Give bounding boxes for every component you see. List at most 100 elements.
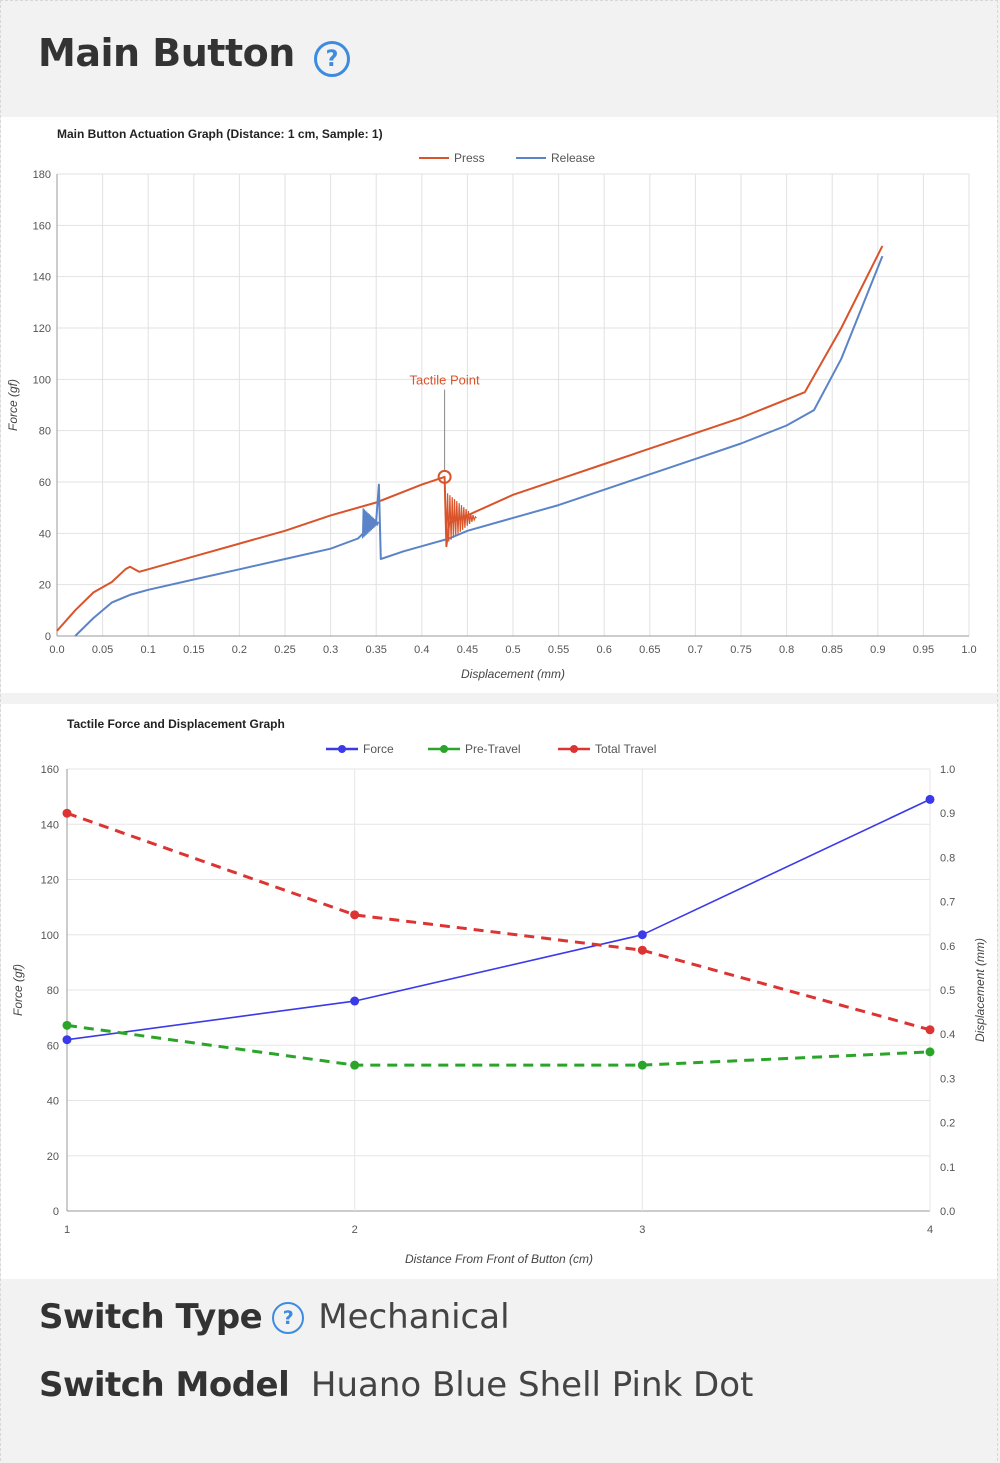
y-tick-label: 80 — [39, 426, 51, 438]
x-tick-label: 0.85 — [821, 644, 842, 656]
legend-marker-total-travel — [570, 745, 578, 753]
x-tick-label: 0.25 — [274, 644, 295, 656]
y2-tick-label: 0.9 — [940, 808, 955, 820]
y2-tick-label: 0.2 — [940, 1118, 955, 1130]
x-tick-label: 0.95 — [913, 644, 934, 656]
legend-label-force: Force — [363, 742, 394, 756]
tactile-point-marker — [437, 469, 452, 484]
switch-type-row: Switch Type? Mechanical — [39, 1297, 510, 1337]
x-tick-label: 0.6 — [597, 644, 612, 656]
x-tick-label: 0.0 — [49, 644, 64, 656]
y-tick-label: 60 — [39, 477, 51, 489]
legend-label-pre-travel: Pre-Travel — [465, 742, 521, 756]
y-tick-label: 40 — [39, 528, 51, 540]
series-line-release — [74, 255, 884, 637]
data-point-force — [637, 930, 647, 940]
y-tick-label: 0 — [45, 631, 51, 643]
x-tick-label: 0.2 — [232, 644, 247, 656]
y-tick-label: 140 — [33, 272, 51, 284]
x-tick-label: 0.55 — [548, 644, 569, 656]
x-tick-label: 0.75 — [730, 644, 751, 656]
legend-marker-pre-travel — [440, 745, 448, 753]
press-oscillation — [445, 493, 477, 544]
y-tick-label: 160 — [41, 764, 59, 776]
y2-tick-label: 0.1 — [940, 1162, 955, 1174]
data-point-total-travel — [62, 808, 72, 818]
y-tick-label: 100 — [41, 930, 59, 942]
x-tick-label: 2 — [352, 1224, 358, 1236]
y-tick-label: 20 — [39, 580, 51, 592]
actuation-chart: Main Button Actuation Graph (Distance: 1… — [6, 127, 977, 681]
x-tick-label: 0.45 — [457, 644, 478, 656]
tactile-chart: Tactile Force and Displacement Graph 0 20 4… — [11, 717, 987, 1266]
x-tick-label: 1 — [64, 1224, 70, 1236]
x-tick-label: 1.0 — [961, 644, 976, 656]
tactile-chart-panel: Tactile Force and Displacement Graph 0 20 4… — [1, 704, 997, 1279]
data-point-force — [62, 1035, 72, 1045]
x-tick-label: 0.3 — [323, 644, 338, 656]
x-tick-label: 0.5 — [505, 644, 520, 656]
data-point-total-travel — [350, 910, 360, 920]
y2-tick-label: 0.5 — [940, 985, 955, 997]
series-line-force — [66, 798, 931, 1041]
switch-model-value: Huano Blue Shell Pink Dot — [310, 1365, 754, 1405]
x-tick-label: 0.4 — [414, 644, 429, 656]
actuation-chart-panel: Main Button Actuation Graph (Distance: 1… — [1, 117, 997, 693]
switch-model-label: Switch Model — [39, 1365, 290, 1405]
x-tick-label: 0.15 — [183, 644, 204, 656]
y-tick-label: 180 — [33, 169, 51, 181]
y-tick-label: 140 — [41, 819, 59, 831]
switch-type-value: Mechanical — [318, 1297, 510, 1337]
data-point-pre-travel — [925, 1047, 935, 1057]
y-tick-label: 100 — [33, 374, 51, 386]
data-point-pre-travel — [62, 1020, 72, 1030]
x-tick-label: 0.05 — [92, 644, 113, 656]
y2-axis-label: Displacement (mm) — [973, 938, 987, 1042]
x-tick-label: 0.1 — [141, 644, 156, 656]
page-title: Main Button — [38, 31, 295, 75]
legend-label-press: Press — [454, 151, 485, 165]
legend-label-total-travel: Total Travel — [595, 742, 656, 756]
y-axis-label: Force (gf) — [6, 379, 20, 431]
y-tick-label: 80 — [47, 985, 59, 997]
annotation-label: Tactile Point — [410, 372, 480, 387]
x-tick-label: 0.9 — [870, 644, 885, 656]
switch-model-row: Switch Model Huano Blue Shell Pink Dot — [39, 1365, 753, 1405]
y2-tick-label: 0.0 — [940, 1206, 955, 1218]
chart-title: Tactile Force and Displacement Graph — [67, 717, 285, 731]
x-tick-label: 0.35 — [365, 644, 386, 656]
y-tick-label: 60 — [47, 1040, 59, 1052]
series-line-press — [56, 245, 884, 632]
y-tick-label: 120 — [41, 875, 59, 887]
y-axis-label: Force (gf) — [11, 964, 25, 1016]
legend-label-release: Release — [551, 151, 595, 165]
series-line-pre-travel — [66, 1023, 931, 1067]
question-circle-icon[interactable]: ? — [272, 1302, 305, 1334]
y-tick-label: 20 — [47, 1151, 59, 1163]
switch-info: Switch Type? Mechanical Switch Model Huan… — [1, 1281, 997, 1461]
chart-title: Main Button Actuation Graph (Distance: 1… — [57, 127, 383, 141]
switch-type-label: Switch Type — [39, 1297, 263, 1337]
data-point-total-travel — [637, 945, 647, 955]
y-tick-label: 120 — [33, 323, 51, 335]
x-axis-label: Distance From Front of Button (cm) — [405, 1252, 593, 1266]
y2-tick-label: 1.0 — [940, 764, 955, 776]
y2-tick-label: 0.3 — [940, 1073, 955, 1085]
x-axis-label: Displacement (mm) — [461, 667, 565, 681]
series-line-total-travel — [66, 811, 931, 1032]
y-tick-label: 40 — [47, 1096, 59, 1108]
y2-tick-label: 0.8 — [940, 852, 955, 864]
data-point-force — [350, 996, 360, 1006]
question-circle-icon[interactable]: ? — [314, 41, 350, 77]
data-point-total-travel — [925, 1025, 935, 1035]
data-point-pre-travel — [637, 1060, 647, 1070]
x-tick-label: 0.8 — [779, 644, 794, 656]
x-tick-label: 0.7 — [688, 644, 703, 656]
y-tick-label: 0 — [53, 1206, 59, 1218]
x-tick-label: 4 — [927, 1224, 933, 1236]
y-tick-label: 160 — [33, 220, 51, 232]
y2-tick-label: 0.4 — [940, 1029, 955, 1041]
data-point-force — [925, 794, 935, 804]
data-point-pre-travel — [350, 1060, 360, 1070]
